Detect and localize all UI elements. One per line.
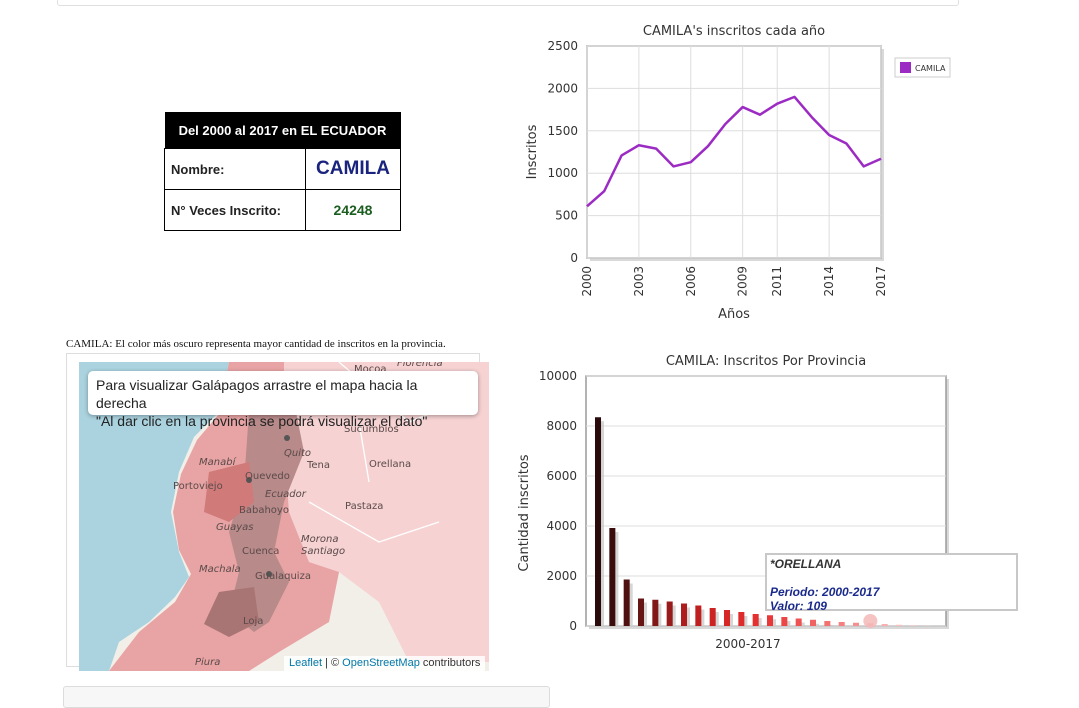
bar-tooltip: *ORELLANA Periodo: 2000-2017 Valor: 109 [765, 553, 1018, 611]
province-bar[interactable] [853, 623, 859, 626]
province-bar[interactable] [767, 615, 773, 626]
map-label: Babahoyo [239, 505, 289, 516]
map-label: Orellana [369, 459, 411, 470]
y-tick-label: 2000 [546, 569, 577, 583]
province-bar[interactable] [738, 612, 744, 626]
map-label: Gualaquiza [255, 571, 311, 582]
y-tick-label: 2500 [547, 39, 578, 53]
province-bar[interactable] [896, 625, 902, 626]
line-x-axis-label: Años [718, 307, 750, 322]
province-bar[interactable] [882, 624, 888, 626]
x-tick-label: 2017 [874, 266, 888, 297]
x-tick-label: 2011 [770, 266, 784, 297]
name-label: Nombre: [165, 149, 306, 190]
x-tick-label: 2014 [822, 266, 836, 297]
y-tick-label: 6000 [546, 469, 577, 483]
x-tick-label: 2000 [580, 266, 594, 297]
summary-table-header: Del 2000 al 2017 en EL ECUADOR [165, 112, 401, 149]
line-chart-title: CAMILA's inscritos cada año [643, 24, 825, 39]
map-label: Florencia [397, 362, 443, 369]
province-bar[interactable] [681, 604, 687, 627]
y-tick-label: 0 [570, 251, 578, 265]
province-bar[interactable] [595, 417, 601, 626]
hover-marker [863, 614, 877, 628]
province-bar[interactable] [724, 610, 730, 626]
bar-x-axis-label: 2000-2017 [715, 637, 780, 651]
map-label: Cuenca [242, 546, 279, 557]
province-bar[interactable] [652, 600, 658, 626]
line-plot-area [587, 46, 881, 258]
map-info-tooltip: Para visualizar Galápagos arrastre el ma… [88, 371, 478, 415]
y-tick-label: 0 [569, 619, 577, 633]
map-label: Quevedo [245, 471, 290, 482]
bottom-panel-edge [63, 686, 550, 708]
province-bar[interactable] [624, 580, 630, 627]
province-bar[interactable] [638, 599, 644, 627]
legend-swatch [900, 62, 911, 73]
map-label: Manabí [199, 456, 237, 468]
y-tick-label: 1500 [547, 124, 578, 138]
y-tick-label: 4000 [546, 519, 577, 533]
openstreetmap-link[interactable]: OpenStreetMap [342, 657, 420, 669]
name-value: CAMILA [306, 149, 401, 190]
map-label: Ecuador [265, 489, 307, 500]
province-bar[interactable] [796, 619, 802, 627]
bar-y-axis-label: Cantidad inscritos [517, 454, 532, 571]
count-label: N° Veces Inscrito: [165, 190, 306, 231]
yearly-line-chart: CAMILA's inscritos cada año 0 500 1000 1500 2… [515, 18, 960, 328]
map-label: Tena [306, 460, 330, 471]
map-label: Portoviejo [173, 481, 223, 492]
x-tick-label: 2009 [736, 266, 750, 297]
top-panel-edge [57, 0, 959, 6]
y-tick-label: 10000 [539, 369, 577, 383]
summary-table: Del 2000 al 2017 en EL ECUADOR Nombre: C… [164, 112, 401, 231]
map-label: Piura [195, 657, 220, 668]
map-tooltip-line1: Para visualizar Galápagos arrastre el ma… [96, 376, 470, 412]
province-bar[interactable] [667, 602, 673, 627]
province-bar[interactable] [695, 606, 701, 627]
attribution-separator: | © [322, 657, 342, 669]
map-tooltip-line2: "Al dar clic en la provincia se podrá vi… [96, 412, 470, 430]
map-caption: CAMILA: El color más oscuro representa m… [66, 338, 446, 350]
province-bar[interactable] [781, 617, 787, 626]
legend-label: CAMILA [915, 64, 946, 73]
bar-tooltip-periodo: Periodo: 2000-2017 [770, 585, 1013, 599]
province-bar[interactable] [710, 608, 716, 626]
province-bar[interactable] [839, 622, 845, 626]
bar-tooltip-valor: Valor: 109 [770, 599, 1013, 613]
line-y-axis-label: Inscritos [525, 124, 540, 179]
leaflet-link[interactable]: Leaflet [289, 657, 322, 669]
province-bar[interactable] [753, 614, 759, 626]
province-bar[interactable] [910, 625, 916, 626]
province-bar[interactable] [609, 528, 615, 626]
map-label: Quito [284, 448, 311, 459]
y-tick-label: 2000 [547, 81, 578, 95]
map-attribution: Leaflet | © OpenStreetMap contributors [284, 656, 485, 674]
y-tick-label: 1000 [547, 166, 578, 180]
map-label: Pastaza [345, 501, 383, 512]
bar-tooltip-title: *ORELLANA [770, 557, 1013, 571]
map-label: Guayas [216, 522, 253, 533]
province-bar-chart: CAMILA: Inscritos Por Provincia 0 2000 4000… [512, 348, 962, 660]
x-tick-label: 2003 [632, 266, 646, 297]
province-bar[interactable] [824, 621, 830, 626]
x-tick-label: 2006 [684, 266, 698, 297]
y-tick-label: 500 [555, 209, 578, 223]
map-label: Loja [243, 616, 263, 627]
province-bar[interactable] [810, 620, 816, 626]
attribution-tail: contributors [420, 657, 481, 669]
y-tick-label: 8000 [546, 419, 577, 433]
map-label: Machala [199, 564, 241, 575]
city-marker-quito [284, 435, 290, 441]
count-value: 24248 [306, 190, 401, 231]
bar-chart-title: CAMILA: Inscritos Por Provincia [666, 354, 866, 369]
